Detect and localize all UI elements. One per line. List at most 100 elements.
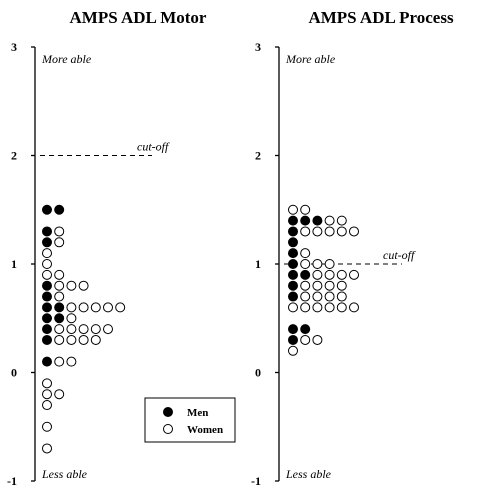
motor-title: AMPS ADL Motor <box>70 8 207 27</box>
process-women-point <box>349 269 359 280</box>
motor-women-point <box>54 291 65 302</box>
motor-women-point <box>90 334 101 345</box>
process-women-point <box>300 280 311 291</box>
motor-women-point <box>42 248 52 259</box>
motor-women-point <box>54 269 65 280</box>
process-tick-label: -1 <box>251 474 261 488</box>
motor-women-point <box>42 259 52 269</box>
motor-tick-label: 0 <box>11 366 17 380</box>
process-women-point <box>336 291 347 302</box>
process-women-point <box>300 204 311 215</box>
motor-women-point <box>66 313 77 324</box>
process-women-point <box>324 259 335 269</box>
process-men-point <box>300 324 311 335</box>
process-women-point <box>336 302 347 313</box>
motor-women-point <box>42 269 52 280</box>
process-more-able-label: More able <box>285 52 336 66</box>
motor-women-point <box>90 324 101 335</box>
process-men-point <box>288 259 298 269</box>
process-women-point <box>324 280 335 291</box>
motor-more-able-label: More able <box>41 52 92 66</box>
process-tick-label: 0 <box>255 366 261 380</box>
process-women-point <box>300 302 311 313</box>
process-women-point <box>312 302 323 313</box>
motor-women-point <box>42 421 52 432</box>
process-women-point <box>312 280 323 291</box>
motor-men-point <box>42 356 52 367</box>
motor-women-point <box>42 400 52 411</box>
motor-cutoff-label: cut-off <box>137 140 170 154</box>
process-women-point <box>312 269 323 280</box>
process-women-point <box>324 269 335 280</box>
process-women-point <box>312 226 323 237</box>
process-men-point <box>300 215 311 226</box>
motor-women-point <box>54 334 65 345</box>
process-women-point <box>312 259 323 269</box>
process-women-point <box>324 226 335 237</box>
process-men-point <box>300 269 311 280</box>
process-women-point <box>300 334 311 345</box>
motor-men-point <box>42 313 52 324</box>
process-women-point <box>336 226 347 237</box>
motor-women-point <box>66 324 77 335</box>
motor-men-point <box>42 291 52 302</box>
process-men-point <box>288 215 298 226</box>
process-tick-label: 3 <box>255 40 261 54</box>
motor-women-point <box>66 302 77 313</box>
process-women-point <box>288 302 298 313</box>
process-women-point <box>312 334 323 345</box>
motor-women-point <box>78 334 89 345</box>
motor-women-point <box>42 378 52 389</box>
motor-women-point <box>66 356 77 367</box>
process-men-point <box>288 280 298 291</box>
process-women-point <box>288 204 298 215</box>
process-men-point <box>288 334 298 345</box>
legend-men-label: Men <box>187 407 208 419</box>
process-women-point <box>349 226 359 237</box>
motor-women-point <box>78 302 89 313</box>
process-women-point <box>288 345 298 356</box>
motor-women-point <box>66 334 77 345</box>
process-men-point <box>288 237 298 248</box>
motor-men-point <box>42 226 52 237</box>
motor-women-point <box>78 324 89 335</box>
motor-men-point <box>54 204 65 215</box>
process-women-point <box>324 215 335 226</box>
motor-women-point <box>54 280 65 291</box>
process-less-able-label: Less able <box>285 467 332 481</box>
motor-men-point <box>54 302 65 313</box>
process-men-point <box>288 324 298 335</box>
process-women-point <box>312 291 323 302</box>
motor-women-point <box>54 389 65 400</box>
legend-women-label: Women <box>187 424 223 436</box>
legend-women-symbol <box>163 424 173 434</box>
motor-men-point <box>42 334 52 345</box>
process-tick-label: 1 <box>255 257 261 271</box>
process-men-point <box>288 269 298 280</box>
motor-tick-label: 1 <box>11 257 17 271</box>
motor-women-point <box>103 302 113 313</box>
process-title: AMPS ADL Process <box>308 8 454 27</box>
process-cutoff-label: cut-off <box>383 248 416 262</box>
process-women-point <box>324 291 335 302</box>
motor-women-point <box>54 356 65 367</box>
motor-women-point <box>78 280 89 291</box>
motor-women-point <box>42 443 52 454</box>
motor-less-able-label: Less able <box>41 467 88 481</box>
motor-men-point <box>42 204 52 215</box>
motor-women-point <box>115 302 126 313</box>
process-women-point <box>349 302 359 313</box>
process-women-point <box>336 215 347 226</box>
process-men-point <box>288 291 298 302</box>
process-women-point <box>300 248 311 259</box>
motor-tick-label: 3 <box>11 40 17 54</box>
motor-men-point <box>54 313 65 324</box>
motor-men-point <box>42 302 52 313</box>
process-men-point <box>288 226 298 237</box>
motor-men-point <box>42 237 52 248</box>
motor-tick-label: -1 <box>7 474 17 488</box>
process-men-point <box>312 215 323 226</box>
motor-men-point <box>42 324 52 335</box>
motor-women-point <box>103 324 113 335</box>
